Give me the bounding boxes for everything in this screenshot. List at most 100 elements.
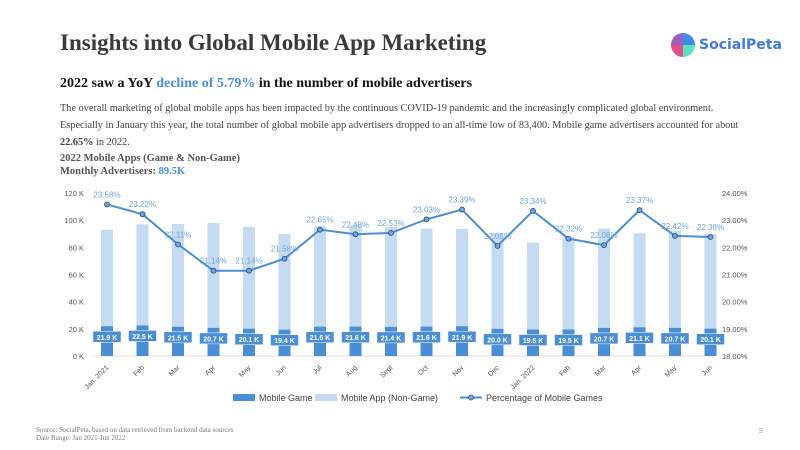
x-tick-label: Apr xyxy=(204,364,217,377)
percentage-data-label: 22.65% xyxy=(306,216,333,225)
non-game-bar xyxy=(278,233,291,356)
game-data-label: 20.7 K xyxy=(203,336,224,343)
game-label-box xyxy=(589,332,619,345)
chart-title: 2022 Mobile Apps (Game & Non-Game) xyxy=(60,153,240,164)
percentage-point xyxy=(636,207,643,214)
percentage-point xyxy=(104,201,110,208)
y-tick-label: 80 K xyxy=(69,243,84,252)
percentage-point xyxy=(352,231,359,238)
date-range: Date Range: Jan 2021-Jun 2022 xyxy=(36,434,126,442)
percentage-data-label: 22.42% xyxy=(661,222,688,231)
game-label-box xyxy=(554,334,583,346)
percentage-data-label: 22.53% xyxy=(377,219,404,228)
y2-tick-label: 20.00% xyxy=(722,298,748,307)
game-data-label: 20.7 K xyxy=(594,336,615,343)
percentage-point xyxy=(281,255,288,262)
x-tick-label: Nov xyxy=(452,364,466,378)
non-game-bar xyxy=(527,242,539,356)
percentage-data-label: 22.32% xyxy=(555,225,582,234)
non-game-bar xyxy=(207,223,220,356)
game-label-box xyxy=(660,332,690,345)
game-label-box xyxy=(447,331,477,343)
logo: SocialPeta xyxy=(670,32,782,58)
legend-label: Mobile App (Non-Game) xyxy=(341,393,438,403)
legend-label: Percentage of Mobile Games xyxy=(486,393,603,403)
non-game-bar xyxy=(633,233,646,356)
non-game-bar xyxy=(704,234,717,356)
x-tick-label: May xyxy=(238,364,253,379)
non-game-bar xyxy=(172,223,184,356)
game-data-label: 19.4 K xyxy=(274,338,295,345)
x-tick-label: Sept xyxy=(379,364,394,379)
game-data-label: 19.5 K xyxy=(558,338,579,345)
legend-swatch-non-game xyxy=(315,394,337,401)
x-tick-label: Jun xyxy=(701,364,714,377)
percentage-data-label: 23.39% xyxy=(448,196,475,205)
y2-tick-label: 21.00% xyxy=(722,271,748,280)
game-label-box xyxy=(483,333,512,346)
game-label-box xyxy=(696,333,725,345)
y-tick-label: 20 K xyxy=(69,325,84,334)
chart-header: 2022 Mobile Apps (Game & Non-Game) Month… xyxy=(60,152,240,178)
x-tick-label: Mar xyxy=(168,364,182,378)
legend-label: Mobile Game xyxy=(259,393,313,403)
x-tick-label: Aug xyxy=(345,364,359,378)
x-tick-label: Feb xyxy=(558,364,572,378)
footer: Source: SocialPeta, based on data retrie… xyxy=(36,426,233,442)
percentage-point xyxy=(601,242,607,249)
non-game-bar xyxy=(243,226,255,356)
x-tick-label: Jun xyxy=(275,364,288,377)
percentage-data-label: 22.48% xyxy=(342,220,369,229)
game-data-label: 21.4 K xyxy=(381,335,402,342)
game-label-box xyxy=(92,331,122,343)
non-game-bar xyxy=(136,224,149,356)
x-tick-label: Feb xyxy=(132,364,146,378)
percentage-point xyxy=(565,235,572,242)
game-label-box xyxy=(412,331,441,343)
non-game-bar xyxy=(491,232,504,356)
x-tick-label: May xyxy=(664,364,679,379)
game-label-box xyxy=(270,334,299,346)
percentage-point xyxy=(210,267,217,274)
non-game-bar xyxy=(314,226,326,356)
x-tick-label: Jan. 2021 xyxy=(84,364,111,391)
game-data-label: 20.1 K xyxy=(700,337,721,344)
percentage-data-label: 23.34% xyxy=(519,197,546,206)
subtitle: 2022 saw a YoY decline of 5.79% in the n… xyxy=(60,76,473,91)
combo-chart: 0 K 20 K 40 K 60 K 80 K 100 K 120 K 18.00% 19.00… xyxy=(64,189,748,403)
game-data-label: 22.5 K xyxy=(132,334,153,341)
x-tick-label: Jan. 2022 xyxy=(510,364,537,391)
logo-text: SocialPeta xyxy=(699,37,782,53)
percentage-data-label: 23.03% xyxy=(413,205,440,214)
percentage-data-label: 22.38% xyxy=(697,223,724,232)
percentage-data-label: 23.37% xyxy=(626,196,653,205)
percentage-point xyxy=(672,233,678,239)
game-label-box xyxy=(341,331,370,343)
percentage-point xyxy=(317,226,323,233)
game-label-box xyxy=(128,330,157,342)
percentage-data-label: 23.58% xyxy=(93,190,120,199)
y-tick-label: 100 K xyxy=(64,216,84,225)
game-data-label: 21.1 K xyxy=(629,336,650,343)
percentage-point xyxy=(388,230,394,236)
percentage-point xyxy=(530,208,536,214)
game-label-box xyxy=(518,334,548,346)
monthly-advertisers: Monthly Advertisers: 89.5K xyxy=(60,166,186,177)
game-data-label: 21.9 K xyxy=(452,335,473,342)
y2-tick-label: 18.00% xyxy=(722,352,748,361)
percentage-point xyxy=(459,206,465,213)
x-tick-label: Mar xyxy=(594,364,608,378)
game-data-label: 21.6 K xyxy=(416,335,437,342)
description: The overall marketing of global mobile a… xyxy=(60,103,739,148)
non-game-bar xyxy=(385,226,397,356)
legend-marker xyxy=(468,394,474,401)
game-label-box xyxy=(234,333,264,345)
percentage-data-label: 21.58% xyxy=(271,245,298,254)
game-data-label: 21.6 K xyxy=(310,335,331,342)
game-data-label: 21.6 K xyxy=(345,335,366,342)
y-tick-label: 120 K xyxy=(64,189,84,198)
percentage-point xyxy=(139,211,146,218)
non-game-bar xyxy=(669,230,681,356)
y2-tick-label: 23.00% xyxy=(722,216,748,225)
percentage-data-label: 21.14% xyxy=(200,257,227,266)
